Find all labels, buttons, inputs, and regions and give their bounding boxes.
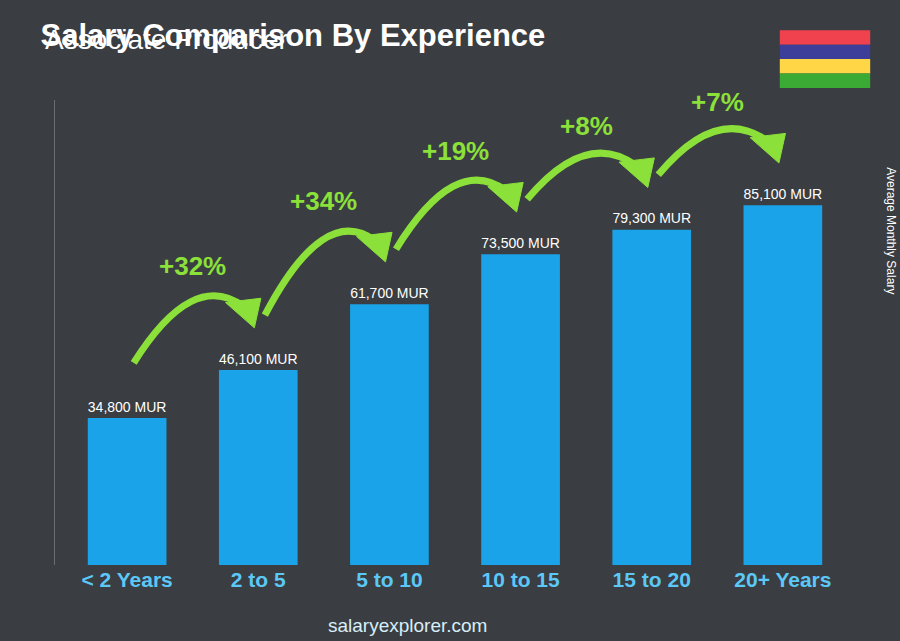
svg-text:+34%: +34% [290, 186, 357, 216]
svg-text:15 to 20: 15 to 20 [613, 568, 691, 591]
svg-text:salaryexplorer.com: salaryexplorer.com [328, 615, 487, 636]
svg-text:20+ Years: 20+ Years [734, 568, 831, 591]
svg-text:5 to 10: 5 to 10 [356, 568, 423, 591]
svg-text:10 to 15: 10 to 15 [481, 568, 560, 591]
svg-text:< 2 Years: < 2 Years [81, 568, 172, 591]
svg-text:34,800 MUR: 34,800 MUR [88, 399, 167, 415]
svg-text:2 to 5: 2 to 5 [231, 568, 286, 591]
svg-text:79,300 MUR: 79,300 MUR [612, 210, 691, 226]
svg-text:+7%: +7% [691, 87, 744, 117]
svg-text:+32%: +32% [159, 251, 226, 281]
svg-text:61,700 MUR: 61,700 MUR [350, 285, 429, 301]
svg-text:Associate Producer: Associate Producer [45, 24, 288, 55]
svg-text:+19%: +19% [422, 136, 489, 166]
svg-text:Salary Comparison By Experienc: Salary Comparison By Experience [41, 18, 546, 53]
svg-text:+8%: +8% [560, 111, 613, 141]
svg-text:Average Monthly Salary: Average Monthly Salary [884, 167, 898, 294]
svg-text:46,100 MUR: 46,100 MUR [219, 351, 298, 367]
svg-text:73,500 MUR: 73,500 MUR [481, 235, 560, 251]
svg-text:85,100 MUR: 85,100 MUR [744, 186, 823, 202]
